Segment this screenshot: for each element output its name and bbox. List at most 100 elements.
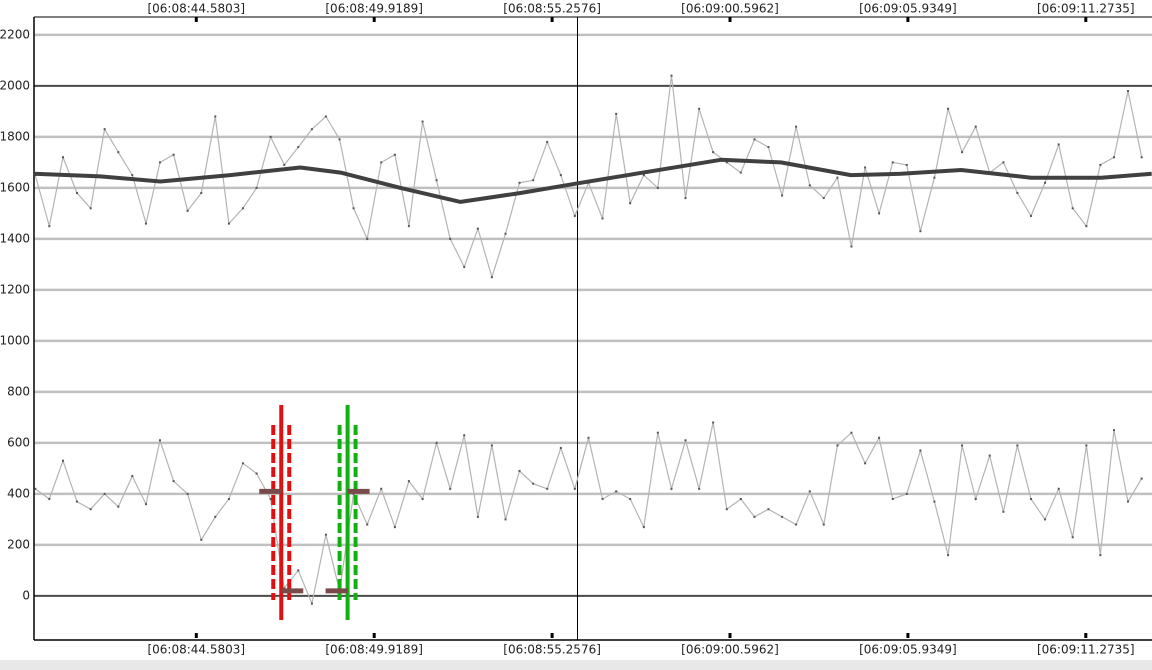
data-point xyxy=(532,179,535,182)
y-tick-label: 2200 xyxy=(0,27,30,41)
data-point xyxy=(850,431,853,434)
data-point xyxy=(670,487,673,490)
x-tick-label-bottom: [06:09:05.9349] xyxy=(859,643,957,657)
y-tick-label: 0 xyxy=(22,588,30,602)
data-point xyxy=(947,554,950,557)
data-point xyxy=(241,462,244,465)
data-point xyxy=(255,186,258,189)
y-tick-label: 1800 xyxy=(0,129,30,143)
data-point xyxy=(532,482,535,485)
x-tick-label-top: [06:08:44.5803] xyxy=(147,2,245,16)
data-point xyxy=(490,276,493,279)
data-point xyxy=(573,487,576,490)
data-point xyxy=(310,128,313,131)
data-point xyxy=(615,490,618,493)
data-point xyxy=(214,515,217,518)
data-point xyxy=(324,115,327,118)
data-point xyxy=(974,125,977,128)
data-point xyxy=(629,202,632,205)
x-tick-label-top: [06:09:11.2735] xyxy=(1037,2,1135,16)
data-point xyxy=(684,439,687,442)
y-tick-label: 1400 xyxy=(0,231,30,245)
data-point xyxy=(117,505,120,508)
data-point xyxy=(587,436,590,439)
data-point xyxy=(822,523,825,526)
data-point xyxy=(269,498,272,501)
data-point xyxy=(753,515,756,518)
y-tick-label: 1200 xyxy=(0,282,30,296)
data-point xyxy=(642,174,645,177)
data-point xyxy=(463,434,466,437)
data-point xyxy=(1071,536,1074,539)
data-point xyxy=(380,161,383,164)
data-point xyxy=(1099,163,1102,166)
data-point xyxy=(905,492,908,495)
data-point xyxy=(878,212,881,215)
data-point xyxy=(698,107,701,110)
data-point xyxy=(559,174,562,177)
data-point xyxy=(34,487,37,490)
data-point xyxy=(919,449,922,452)
data-point xyxy=(629,498,632,501)
data-point xyxy=(75,500,78,503)
data-point xyxy=(518,469,521,472)
data-point xyxy=(698,487,701,490)
data-point xyxy=(407,480,410,483)
data-point xyxy=(48,498,51,501)
data-point xyxy=(393,526,396,529)
data-point xyxy=(1016,444,1019,447)
data-point xyxy=(158,161,161,164)
y-tick-label: 2000 xyxy=(0,78,30,92)
data-point xyxy=(186,209,189,212)
data-point xyxy=(131,174,134,177)
data-point xyxy=(864,462,867,465)
data-point xyxy=(988,454,991,457)
data-point xyxy=(1030,214,1033,217)
data-point xyxy=(795,125,798,128)
data-point xyxy=(739,498,742,501)
data-point xyxy=(1140,156,1143,159)
data-point xyxy=(449,237,452,240)
data-point xyxy=(172,480,175,483)
data-point xyxy=(974,498,977,501)
data-point xyxy=(435,179,438,182)
data-point xyxy=(1016,191,1019,194)
data-point xyxy=(338,138,341,141)
y-tick-label: 800 xyxy=(7,384,30,398)
y-tick-label: 200 xyxy=(7,537,30,551)
status-strip xyxy=(0,660,1152,670)
data-point xyxy=(1057,487,1060,490)
data-point xyxy=(490,444,493,447)
data-point xyxy=(573,214,576,217)
data-point xyxy=(449,487,452,490)
data-point xyxy=(103,492,106,495)
data-point xyxy=(227,222,230,225)
data-point xyxy=(117,151,120,154)
data-point xyxy=(878,436,881,439)
y-tick-label: 400 xyxy=(7,486,30,500)
x-tick-label-bottom: [06:09:00.5962] xyxy=(681,643,779,657)
data-point xyxy=(1002,510,1005,513)
data-point xyxy=(725,161,728,164)
data-point xyxy=(476,227,479,230)
x-tick-label-bottom: [06:08:49.9189] xyxy=(325,643,423,657)
data-point xyxy=(186,492,189,495)
data-point xyxy=(518,181,521,184)
data-point xyxy=(712,151,715,154)
data-point xyxy=(933,500,936,503)
data-point xyxy=(158,439,161,442)
data-point xyxy=(214,115,217,118)
data-point xyxy=(739,171,742,174)
data-point xyxy=(850,245,853,248)
data-point xyxy=(283,163,286,166)
data-point xyxy=(103,128,106,131)
data-point xyxy=(1113,156,1116,159)
data-point xyxy=(753,138,756,141)
data-point xyxy=(324,533,327,536)
data-point xyxy=(961,151,964,154)
data-point xyxy=(670,74,673,77)
data-point xyxy=(144,503,147,506)
data-point xyxy=(559,447,562,450)
data-point xyxy=(1127,500,1130,503)
